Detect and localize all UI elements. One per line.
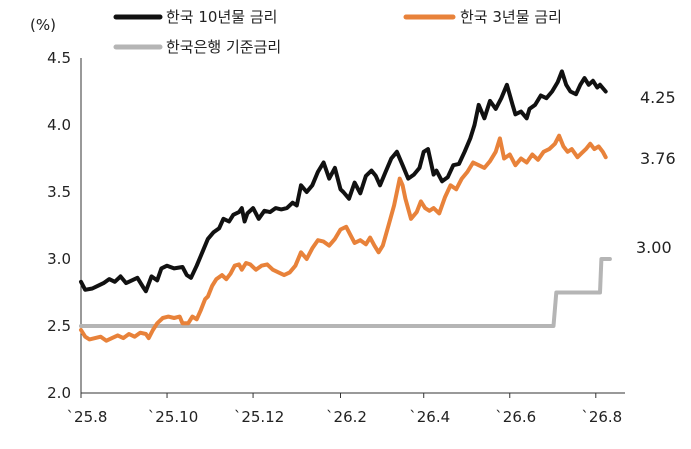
axes (80, 58, 625, 394)
series-line-1 (79, 133, 608, 343)
y-tick-label: 3.0 (47, 250, 71, 268)
x-tick-label: `25.8 (67, 408, 108, 426)
end-label-1: 3.76 (640, 149, 676, 168)
end-label-0: 4.25 (640, 88, 676, 107)
end-labels: 4.25 3.76 3.00 (636, 88, 676, 257)
x-tick-label: `26.8 (581, 408, 622, 426)
legend-label-2: 한국은행 기준금리 (166, 38, 281, 56)
series-line-2 (79, 257, 612, 328)
y-tick-label: 2.5 (47, 317, 71, 335)
x-tick-label: `26.6 (495, 408, 536, 426)
x-tick-label: `25.10 (148, 408, 198, 426)
y-tick-label: 2.0 (47, 384, 71, 402)
series-lines (79, 69, 612, 343)
y-tick-label: 4.0 (47, 116, 71, 134)
x-axis-ticks: `25.8 `25.10 `25.12 `26.2 `26.4 `26.6 `26.8 (67, 393, 622, 426)
end-label-2: 3.00 (636, 238, 672, 257)
y-tick-label: 4.5 (47, 49, 71, 67)
y-tick-label: 3.5 (47, 183, 71, 201)
x-tick-label: `26.2 (326, 408, 367, 426)
legend-label-0: 한국 10년물 금리 (166, 8, 277, 26)
x-tick-label: `25.12 (234, 408, 284, 426)
series-line-0 (79, 69, 608, 294)
y-axis-unit: (%) (30, 16, 56, 34)
legend-label-1: 한국 3년물 금리 (460, 8, 562, 26)
y-axis-ticks: 2.0 2.5 3.0 3.5 4.0 4.5 (47, 49, 71, 402)
x-tick-label: `26.4 (409, 408, 450, 426)
